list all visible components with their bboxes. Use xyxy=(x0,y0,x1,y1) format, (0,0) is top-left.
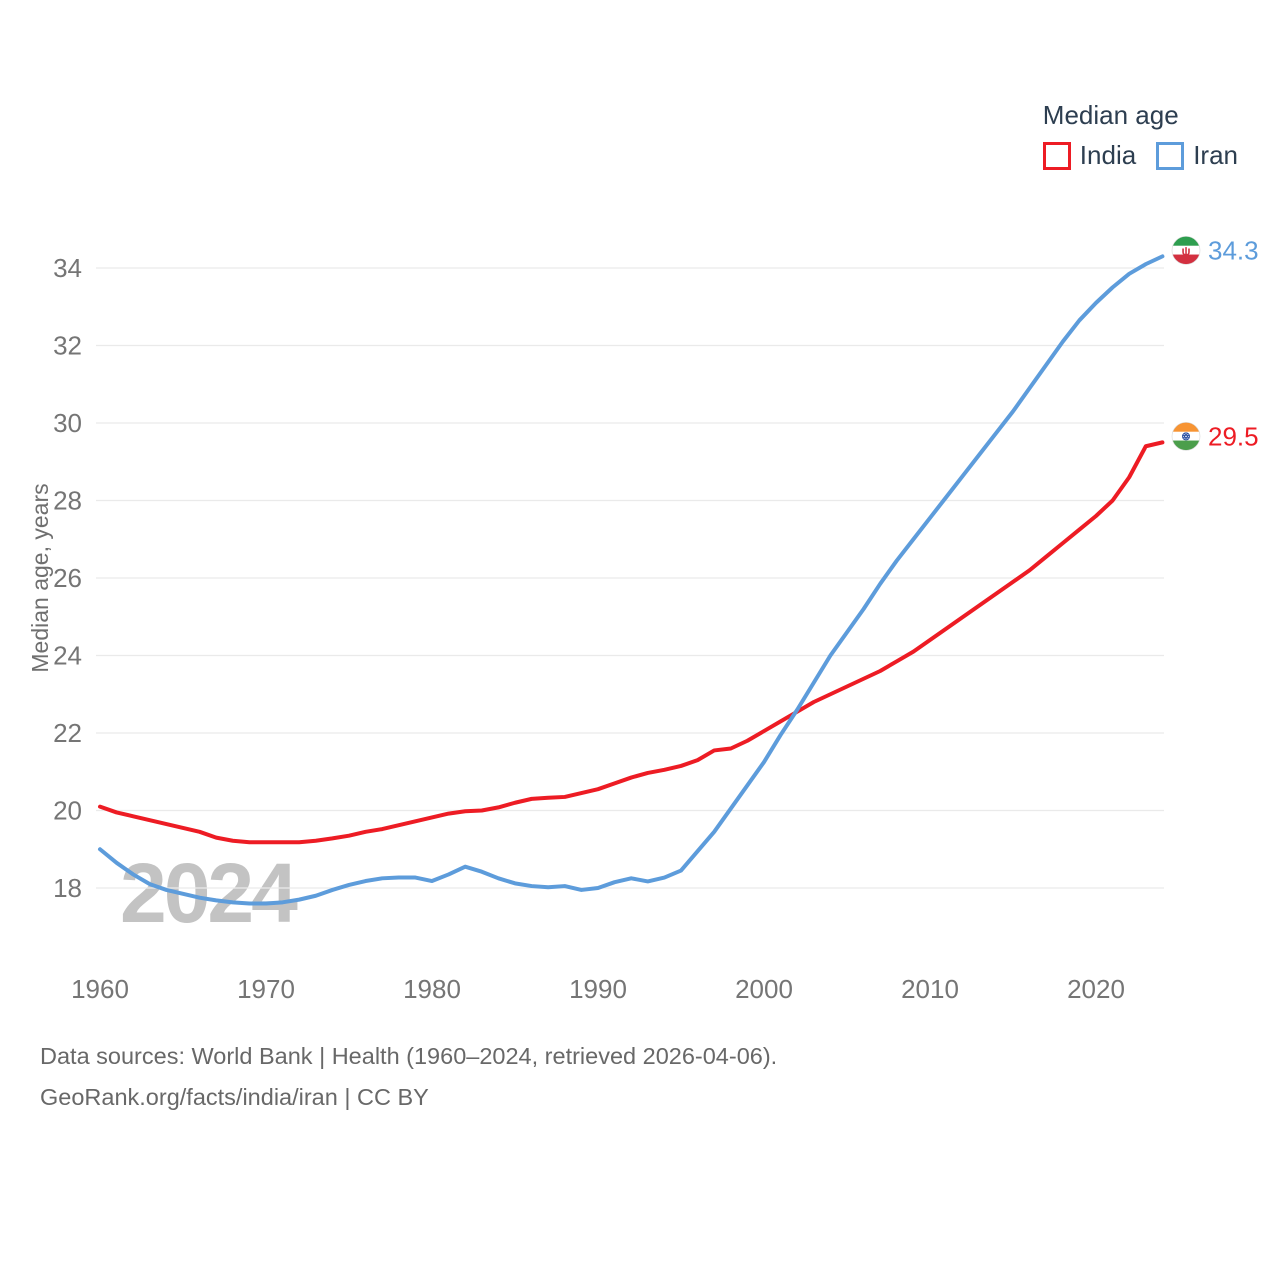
y-tick-label: 20 xyxy=(53,796,82,826)
x-tick-label: 1980 xyxy=(403,974,461,1004)
x-tick-label: 2000 xyxy=(735,974,793,1004)
x-tick-label: 2010 xyxy=(901,974,959,1004)
india-flag-icon xyxy=(1171,422,1201,451)
legend-items: India Iran xyxy=(1042,140,1238,171)
data-sources-text: Data sources: World Bank | Health (1960–… xyxy=(40,1043,778,1069)
iran-end-value: 34.3 xyxy=(1208,235,1259,265)
iran-swatch-icon xyxy=(1156,141,1185,170)
footer: Data sources: World Bank | Health (1960–… xyxy=(40,1036,777,1118)
legend-item-label: Iran xyxy=(1193,140,1238,170)
svg-text:ψ: ψ xyxy=(1181,244,1190,258)
india-swatch-icon xyxy=(1042,141,1071,170)
x-tick-label: 1960 xyxy=(71,974,129,1004)
india-end-value: 29.5 xyxy=(1208,421,1259,451)
x-tick-label: 1990 xyxy=(569,974,627,1004)
watermark-year: 2024 xyxy=(120,846,298,940)
iran-flag-icon: ψ xyxy=(1171,236,1201,265)
x-tick-label: 2020 xyxy=(1067,974,1125,1004)
y-tick-label: 24 xyxy=(53,641,82,671)
y-tick-label: 26 xyxy=(53,563,82,593)
y-tick-label: 28 xyxy=(53,486,82,516)
india-series-line[interactable] xyxy=(98,440,1165,845)
median-age-line-chart: 2024 18 20 22 24 26 28 30 32 34 1960 1970 1980 1990 20… xyxy=(27,235,1259,1004)
y-tick-label: 18 xyxy=(53,873,82,903)
iran-series-line[interactable] xyxy=(98,254,1165,906)
legend-title: Median age xyxy=(1042,100,1179,130)
attribution-text: GeoRank.org/facts/india/iran | CC BY xyxy=(40,1084,429,1110)
y-tick-label: 30 xyxy=(53,408,82,438)
y-tick-label: 34 xyxy=(53,253,82,283)
x-tick-label: 1970 xyxy=(237,974,295,1004)
legend-item-india[interactable]: India xyxy=(1042,140,1137,171)
y-tick-label: 32 xyxy=(53,331,82,361)
legend-item-label: India xyxy=(1079,140,1137,170)
legend-item-iran[interactable]: Iran xyxy=(1156,140,1238,171)
y-tick-label: 22 xyxy=(53,718,82,748)
legend: Median age India Iran xyxy=(1042,100,1238,171)
y-axis-title: Median age, years xyxy=(27,483,53,672)
